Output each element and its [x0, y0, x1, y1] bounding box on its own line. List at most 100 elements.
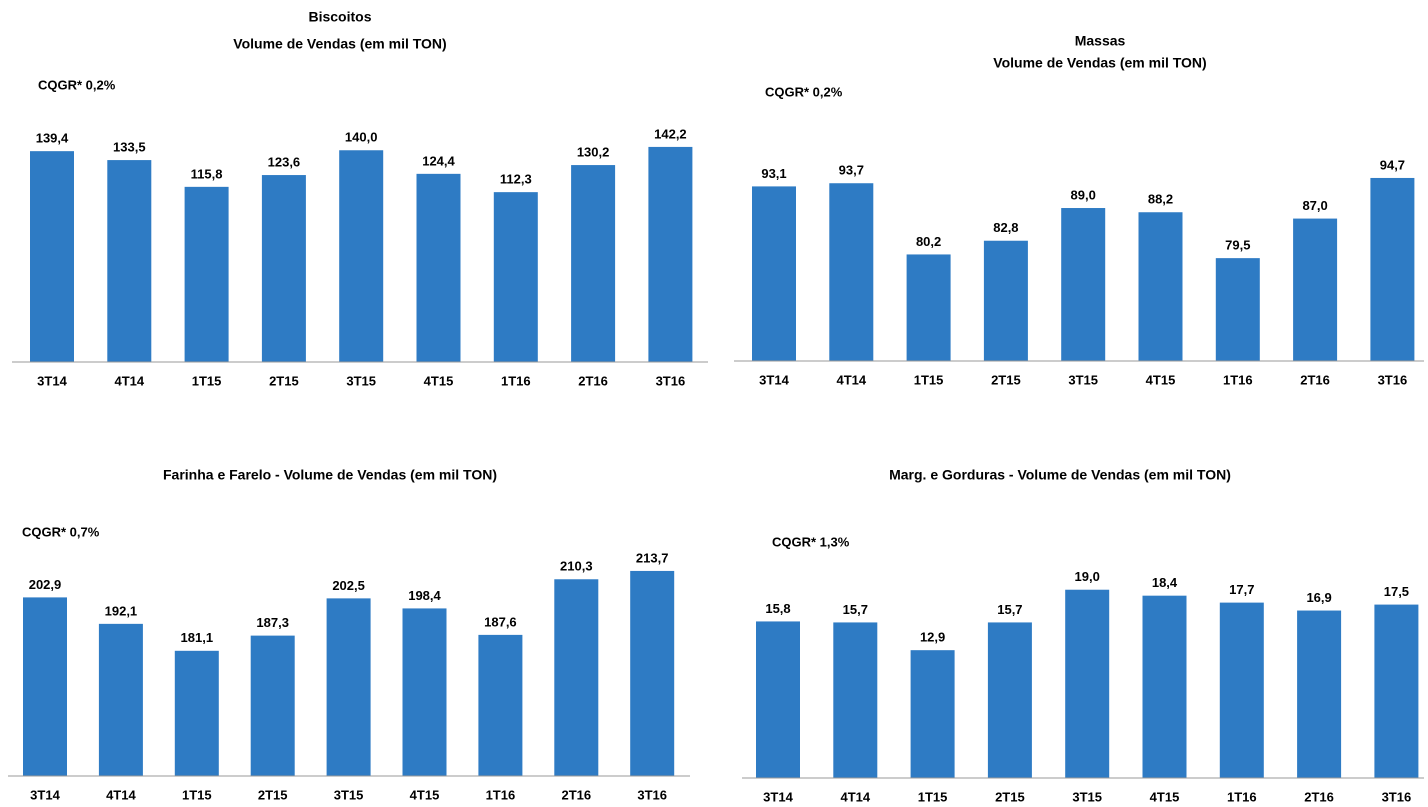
bar [752, 186, 796, 361]
bar [910, 650, 955, 778]
data-label: 142,2 [654, 126, 687, 141]
data-label: 15,8 [765, 601, 790, 616]
bar [1293, 218, 1338, 361]
x-tick-label: 2T16 [1300, 372, 1330, 387]
x-tick-label: 3T15 [1072, 789, 1102, 804]
annotation: CQGR* 0,2% [765, 84, 843, 99]
bar [571, 165, 616, 362]
data-label: 79,5 [1225, 238, 1250, 253]
bar [648, 146, 693, 362]
data-label: 181,1 [181, 630, 214, 645]
data-label: 187,6 [484, 614, 517, 629]
x-tick-label: 1T15 [914, 372, 944, 387]
x-tick-label: 4T15 [410, 787, 440, 802]
x-tick-label: 3T16 [1378, 372, 1408, 387]
data-label: 87,0 [1302, 198, 1327, 213]
data-label: 82,8 [993, 220, 1018, 235]
x-tick-label: 3T16 [1382, 789, 1412, 804]
data-label: 140,0 [345, 130, 378, 145]
chart-subtitle: Volume de Vendas (em mil TON) [993, 55, 1206, 71]
bar [30, 151, 74, 362]
chart-subtitle: Volume de Vendas (em mil TON) [233, 36, 446, 52]
bar [493, 192, 538, 362]
bar [1142, 595, 1187, 778]
chart-title: Farinha e Farelo - Volume de Vendas (em … [163, 467, 497, 483]
annotation: CQGR* 0,7% [22, 524, 100, 539]
data-label: 93,1 [761, 166, 786, 181]
x-tick-label: 4T14 [836, 372, 866, 387]
x-tick-label: 4T15 [1150, 789, 1180, 804]
x-tick-label: 3T14 [759, 372, 789, 387]
data-label: 124,4 [422, 153, 455, 168]
x-tick-label: 4T14 [114, 373, 144, 388]
data-label: 198,4 [408, 588, 441, 603]
x-tick-label: 1T16 [486, 787, 516, 802]
data-label: 80,2 [916, 234, 941, 249]
bar [833, 622, 878, 778]
annotation: CQGR* 0,2% [38, 77, 116, 92]
data-label: 133,5 [113, 140, 146, 155]
x-tick-label: 1T16 [1227, 789, 1257, 804]
x-tick-label: 1T15 [918, 789, 948, 804]
bar [1065, 589, 1110, 778]
data-label: 202,9 [29, 577, 62, 592]
data-label: 15,7 [843, 602, 868, 617]
x-tick-label: 2T15 [258, 787, 288, 802]
data-label: 115,8 [191, 166, 223, 181]
bar [1215, 258, 1260, 361]
x-tick-label: 3T15 [334, 787, 364, 802]
x-tick-label: 4T15 [1146, 372, 1176, 387]
bar [98, 623, 143, 776]
x-tick-label: 3T15 [346, 373, 376, 388]
x-tick-label: 3T15 [1068, 372, 1098, 387]
x-tick-label: 2T15 [991, 372, 1021, 387]
x-tick-label: 4T15 [424, 373, 454, 388]
bar [250, 635, 295, 776]
x-tick-label: 3T14 [37, 373, 67, 388]
data-label: 139,4 [36, 131, 69, 146]
chart-title: Marg. e Gorduras - Volume de Vendas (em … [889, 467, 1231, 483]
bar [554, 579, 599, 776]
x-tick-label: 3T14 [30, 787, 60, 802]
bar [829, 183, 874, 361]
data-label: 112,3 [500, 172, 532, 187]
data-label: 89,0 [1071, 187, 1096, 202]
annotation: CQGR* 1,3% [772, 534, 850, 549]
bar [1061, 208, 1106, 361]
data-label: 93,7 [839, 163, 864, 178]
bar [174, 650, 219, 776]
data-label: 213,7 [636, 550, 669, 565]
bar [261, 175, 306, 362]
data-label: 202,5 [332, 578, 365, 593]
x-tick-label: 1T15 [192, 373, 222, 388]
bar [1138, 212, 1183, 361]
data-label: 192,1 [105, 603, 138, 618]
bar [906, 254, 951, 361]
bar [416, 173, 461, 362]
x-tick-label: 3T16 [637, 787, 667, 802]
bar [987, 622, 1032, 778]
data-label: 19,0 [1075, 569, 1100, 584]
bar [756, 621, 800, 778]
data-label: 18,4 [1152, 575, 1178, 590]
x-tick-label: 2T16 [578, 373, 608, 388]
bar [23, 597, 67, 776]
x-tick-label: 2T16 [561, 787, 591, 802]
data-label: 16,9 [1306, 590, 1331, 605]
bar [326, 598, 371, 776]
bar [1297, 610, 1342, 778]
bar [478, 634, 523, 776]
data-label: 130,2 [577, 145, 610, 160]
bar [983, 240, 1028, 361]
chart-title: Biscoitos [308, 9, 371, 25]
x-tick-label: 2T15 [269, 373, 299, 388]
data-label: 187,3 [256, 615, 289, 630]
x-tick-label: 4T14 [106, 787, 136, 802]
data-label: 94,7 [1380, 157, 1405, 172]
data-label: 17,7 [1229, 582, 1254, 597]
data-label: 17,5 [1384, 584, 1409, 599]
x-tick-label: 3T16 [656, 373, 686, 388]
bar [402, 608, 447, 776]
